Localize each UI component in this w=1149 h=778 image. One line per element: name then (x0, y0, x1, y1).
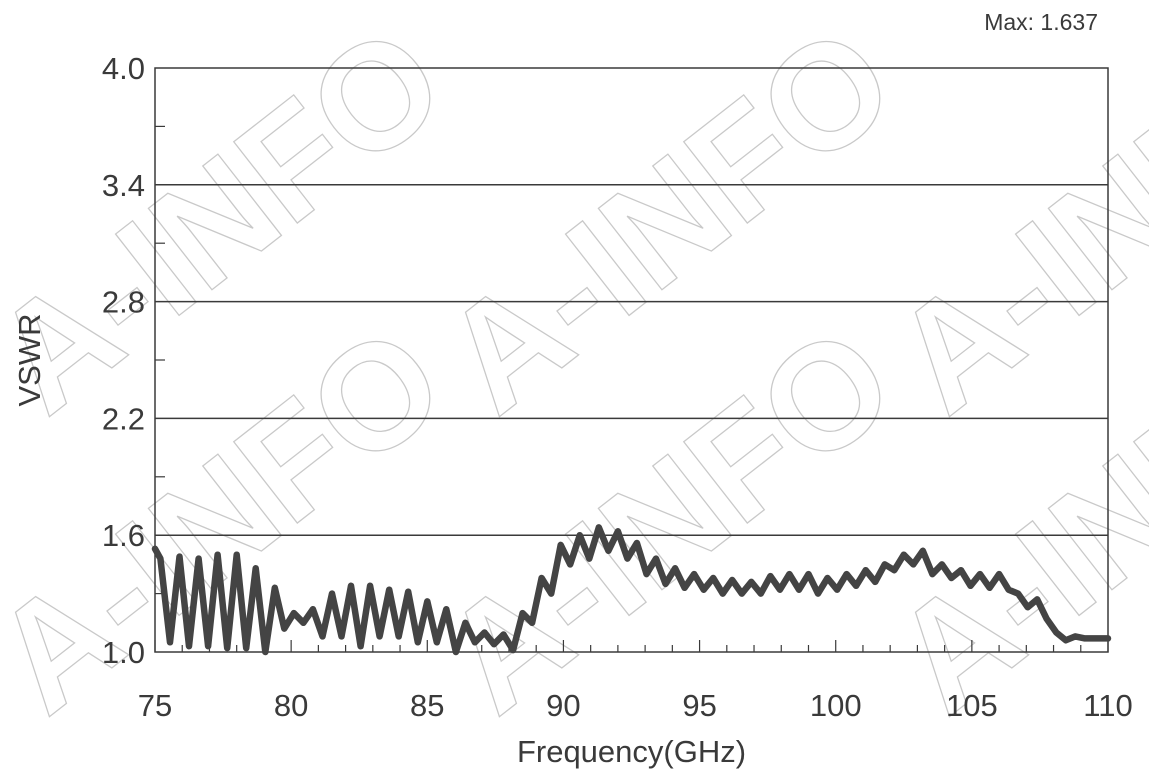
x-tick-label-1: 80 (274, 688, 308, 723)
x-tick-label-7: 110 (1083, 688, 1132, 723)
y-axis-title: VSWR (12, 314, 47, 407)
y-tick-label-5: 4.0 (102, 51, 145, 86)
x-tick-label-0: 75 (138, 688, 172, 723)
x-tick-label-6: 105 (946, 688, 998, 723)
y-tick-label-0: 1.0 (102, 635, 145, 670)
y-tick-labels: 1.0 1.6 2.2 2.8 3.4 4.0 (102, 51, 145, 670)
x-tick-label-4: 95 (682, 688, 716, 723)
y-tick-label-1: 1.6 (102, 518, 145, 553)
y-tick-label-2: 2.2 (102, 401, 145, 436)
vswr-series-line (151, 524, 1112, 656)
plot-area (154, 67, 1109, 653)
watermark-text-5: A-INFO (863, 0, 1149, 444)
x-axis-title: Frequency(GHz) (517, 734, 746, 769)
x-tick-label-5: 100 (810, 688, 862, 723)
y-tick-label-3: 2.8 (102, 285, 145, 320)
max-annotation: Max: 1.637 (984, 9, 1098, 35)
y-tick-label-4: 3.4 (102, 168, 145, 203)
x-tick-label-3: 90 (546, 688, 580, 723)
x-tick-labels: 75 80 85 90 95 100 105 110 (138, 688, 1133, 723)
x-tick-label-2: 85 (410, 688, 444, 723)
grid-lines (155, 184, 1108, 536)
